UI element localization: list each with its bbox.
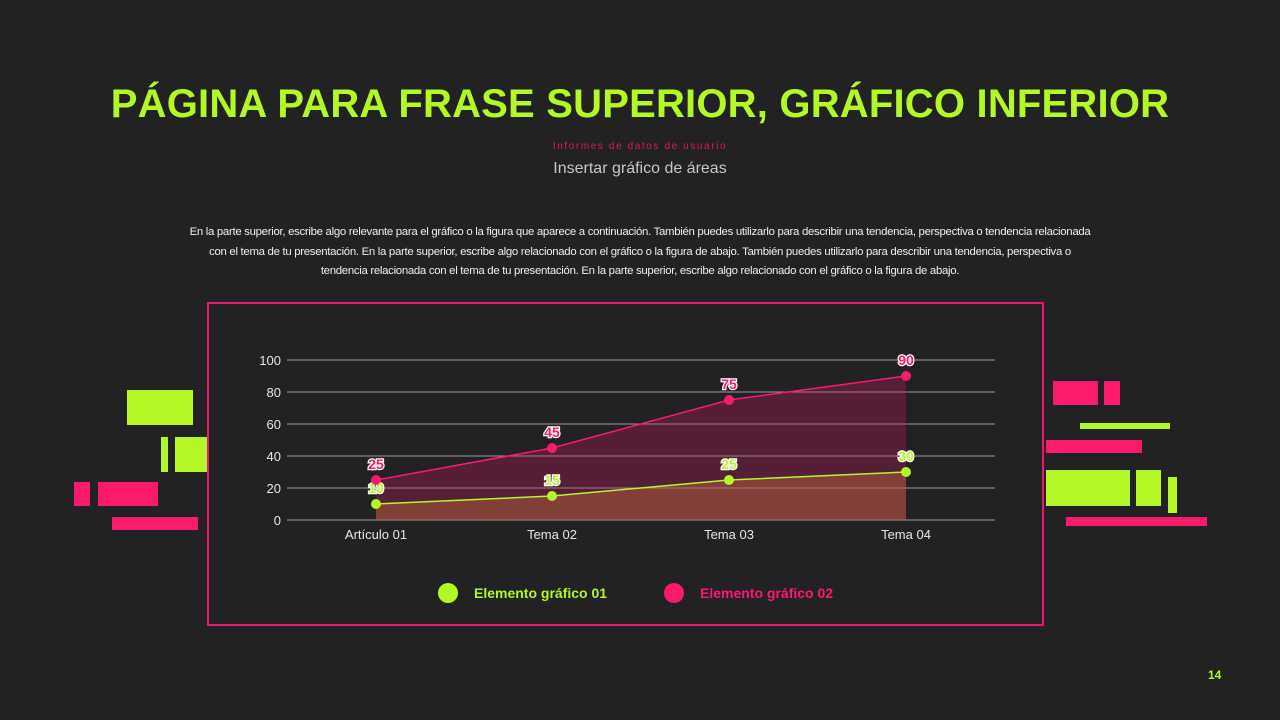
data-point (547, 443, 557, 453)
data-point (724, 395, 734, 405)
legend-label-2: Elemento gráfico 02 (700, 585, 833, 601)
x-tick-label: Artículo 01 (345, 527, 407, 542)
chart-frame (207, 302, 1044, 626)
legend-marker-1 (438, 583, 458, 603)
data-point (547, 491, 557, 501)
area-2 (376, 376, 906, 520)
decor-block (1046, 440, 1142, 453)
body-text: En la parte superior, escribe algo relev… (189, 226, 1091, 277)
legend-label-1: Elemento gráfico 01 (474, 585, 607, 601)
decor-block (74, 482, 90, 506)
decor-block (1066, 517, 1207, 526)
y-tick-label: 40 (267, 449, 281, 464)
page-number: 14 (1208, 668, 1222, 682)
series-line-2 (375, 375, 907, 481)
data-point (724, 475, 734, 485)
kicker-text: Informes de datos de usuario (552, 141, 728, 152)
data-label: 25 (368, 456, 384, 472)
slide-subtitle: Insertar gráfico de áreas (553, 160, 727, 177)
legend-marker-2 (664, 583, 684, 603)
decor-block (1053, 381, 1098, 405)
data-point (371, 475, 381, 485)
y-tick-label: 100 (259, 353, 281, 368)
area-1 (376, 472, 906, 520)
data-label: 15 (544, 472, 560, 488)
x-tick-label: Tema 04 (881, 527, 931, 542)
decor-block (1046, 470, 1130, 506)
slide-title: PÁGINA PARA FRASE SUPERIOR, GRÁFICO INFE… (110, 82, 1170, 126)
decor-block (1080, 423, 1170, 429)
decor-block (112, 517, 198, 530)
decor-block (175, 437, 207, 472)
decor-block (1104, 381, 1120, 405)
decor-block (98, 482, 158, 506)
data-label: 25 (721, 456, 737, 472)
decor-block (1136, 470, 1161, 506)
data-label: 75 (721, 376, 737, 392)
y-tick-label: 80 (267, 385, 281, 400)
data-label: 45 (544, 424, 560, 440)
data-label: 90 (898, 352, 914, 368)
series-line-1 (375, 471, 907, 505)
data-label: 10 (368, 480, 384, 496)
data-label: 30 (898, 448, 914, 464)
decor-block (127, 390, 193, 425)
data-point (371, 499, 381, 509)
y-tick-label: 60 (267, 417, 281, 432)
y-tick-label: 0 (274, 513, 281, 528)
decor-block (1168, 477, 1177, 513)
x-tick-label: Tema 02 (527, 527, 577, 542)
data-point (901, 467, 911, 477)
x-tick-label: Tema 03 (704, 527, 754, 542)
data-point (901, 371, 911, 381)
decor-block (161, 437, 168, 472)
y-tick-label: 20 (267, 481, 281, 496)
